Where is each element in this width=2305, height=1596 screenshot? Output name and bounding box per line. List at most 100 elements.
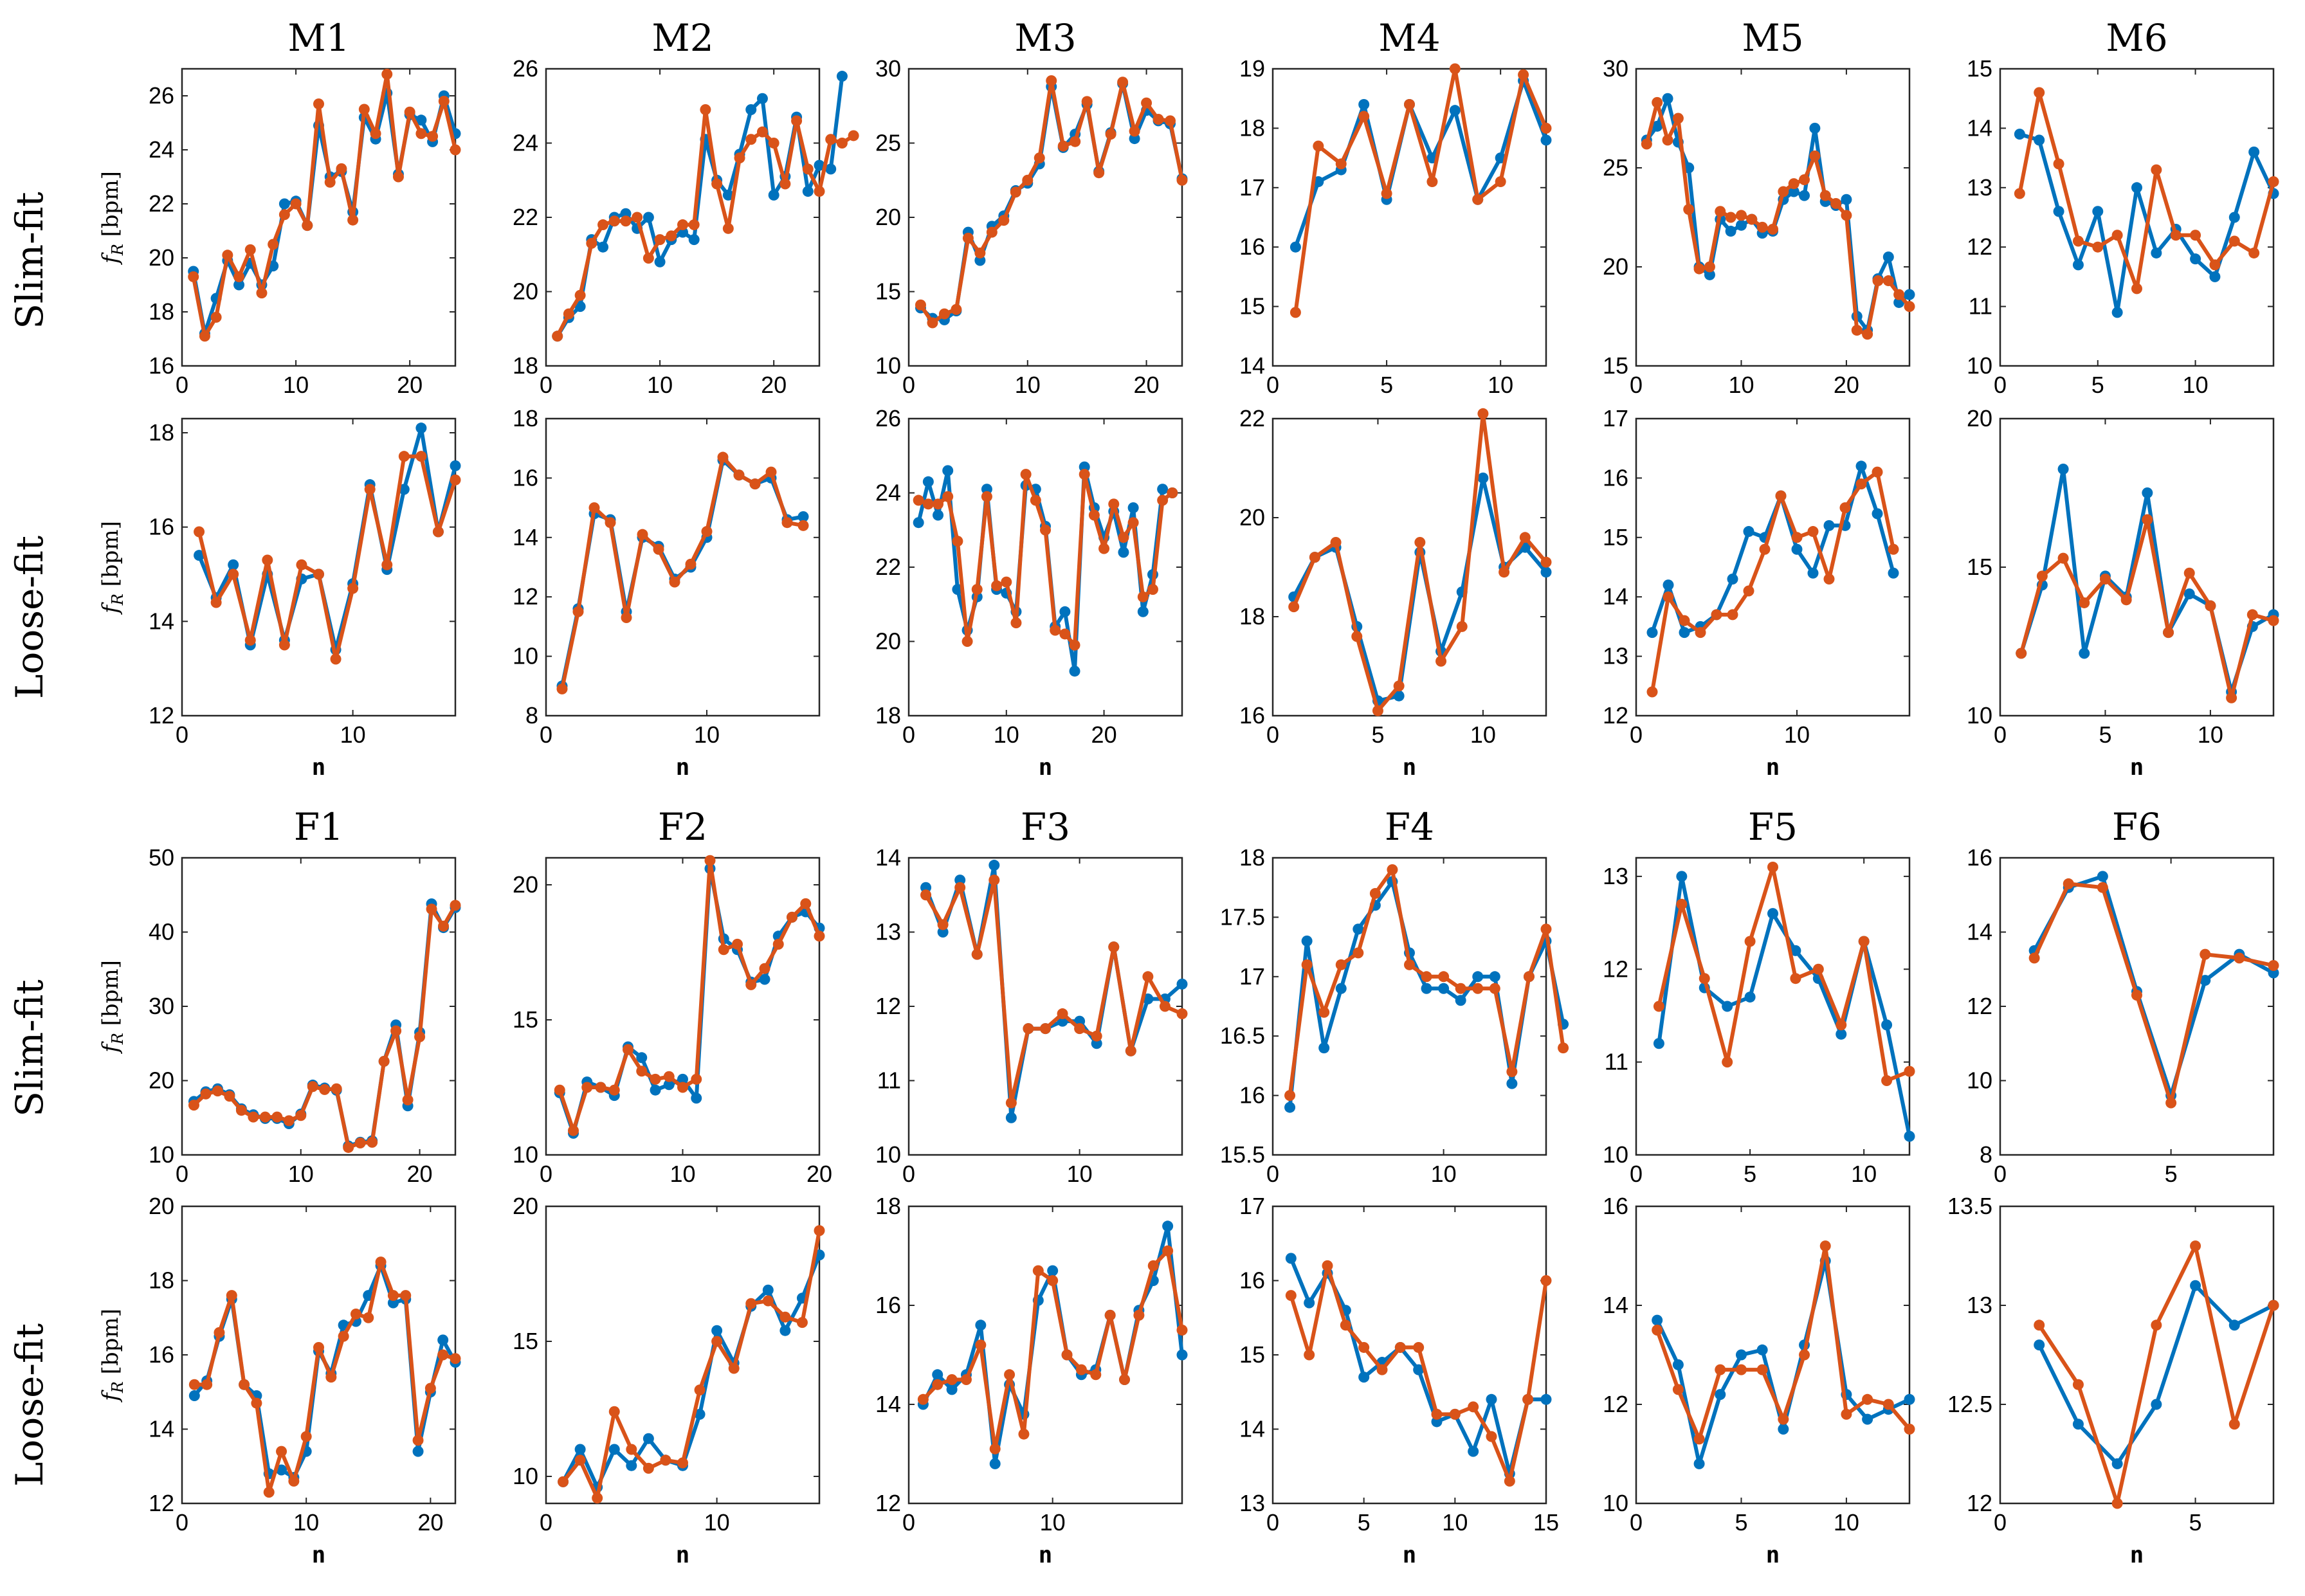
y-tick-label: 16 bbox=[149, 1341, 174, 1368]
data-point bbox=[768, 138, 779, 149]
data-point bbox=[1872, 508, 1883, 520]
data-point bbox=[1455, 983, 1466, 994]
panel-title: F6 bbox=[2112, 805, 2162, 849]
data-point bbox=[1836, 1019, 1847, 1031]
data-point bbox=[1506, 1078, 1518, 1089]
y-tick-label: 11 bbox=[1605, 1049, 1628, 1075]
data-point bbox=[1104, 1309, 1116, 1321]
data-point bbox=[759, 974, 770, 985]
series-line-2 bbox=[1650, 470, 1895, 694]
data-point bbox=[1904, 1393, 1915, 1405]
data-point bbox=[772, 938, 784, 950]
x-tick-label: 10 bbox=[340, 721, 366, 748]
data-point bbox=[1841, 210, 1852, 221]
panel-title: M1 bbox=[287, 16, 349, 60]
data-point bbox=[1652, 1314, 1663, 1326]
data-point bbox=[2034, 87, 2045, 98]
data-point bbox=[1438, 971, 1450, 983]
data-point bbox=[558, 1476, 569, 1487]
data-point bbox=[2248, 247, 2260, 258]
data-point bbox=[228, 559, 239, 570]
y-tick-label: 19 bbox=[1239, 55, 1265, 82]
data-point bbox=[1449, 1408, 1461, 1420]
data-point bbox=[1127, 502, 1139, 514]
data-point bbox=[1652, 120, 1663, 132]
data-point bbox=[2151, 247, 2162, 258]
y-tick-label: 26 bbox=[513, 55, 538, 82]
x-tick-label: 10 bbox=[1431, 1161, 1457, 1187]
data-point bbox=[1683, 204, 1695, 215]
data-point bbox=[1309, 552, 1320, 563]
data-point bbox=[1743, 526, 1754, 538]
data-point bbox=[800, 898, 812, 909]
panel-r2-c4: 0 5 10 16 18 20 22 n bbox=[1239, 405, 1552, 781]
data-point bbox=[1858, 936, 1870, 947]
data-point bbox=[2268, 959, 2279, 971]
plot-frame bbox=[1635, 417, 1911, 717]
data-point bbox=[1127, 517, 1139, 529]
y-tick-label: 10 bbox=[513, 643, 538, 669]
x-tick-label: 5 bbox=[1358, 1509, 1371, 1536]
x-tick-label: 0 bbox=[1630, 372, 1643, 398]
x-axis-label: n bbox=[1403, 754, 1417, 781]
data-point bbox=[1506, 1066, 1518, 1078]
data-point bbox=[2228, 1319, 2240, 1331]
data-point bbox=[1435, 655, 1447, 667]
y-tick-label: 17 bbox=[1239, 963, 1265, 990]
data-point bbox=[364, 484, 376, 495]
y-tick-label: 20 bbox=[149, 1193, 174, 1219]
x-tick-label: 0 bbox=[1266, 1509, 1279, 1536]
data-point bbox=[1088, 509, 1100, 521]
x-axis-label: n bbox=[1766, 1542, 1780, 1568]
panel-r4-c6: 0 5 12 12.5 13 13.5 n bbox=[1947, 1193, 2279, 1568]
data-point bbox=[1081, 96, 1093, 107]
data-point bbox=[1125, 1045, 1136, 1056]
data-point bbox=[2079, 648, 2090, 659]
data-point bbox=[642, 212, 654, 223]
data-point bbox=[381, 68, 393, 80]
data-point bbox=[325, 1372, 337, 1383]
data-point bbox=[1142, 971, 1154, 983]
data-point bbox=[1888, 567, 1899, 579]
x-tick-label: 10 bbox=[1728, 372, 1754, 398]
data-point bbox=[1672, 1359, 1684, 1370]
x-tick-label: 5 bbox=[2165, 1161, 2178, 1187]
data-point bbox=[663, 1079, 675, 1091]
data-point bbox=[954, 882, 966, 893]
x-tick-label: 0 bbox=[902, 1509, 915, 1536]
data-point bbox=[989, 875, 1000, 886]
data-point bbox=[1162, 1220, 1174, 1232]
y-tick-label: 20 bbox=[513, 278, 538, 305]
data-point bbox=[271, 1111, 283, 1123]
x-tick-label: 20 bbox=[407, 1161, 433, 1187]
y-tick-label: 15 bbox=[1603, 524, 1628, 550]
data-point bbox=[1746, 213, 1758, 225]
data-point bbox=[1523, 971, 1535, 983]
data-point bbox=[259, 1111, 271, 1123]
data-point bbox=[1438, 983, 1450, 994]
data-point bbox=[214, 1327, 225, 1338]
data-point bbox=[1756, 1364, 1768, 1375]
data-point bbox=[1744, 992, 1756, 1003]
data-point bbox=[1540, 556, 1552, 568]
data-point bbox=[1030, 494, 1041, 506]
data-point bbox=[796, 1317, 808, 1328]
data-point bbox=[278, 639, 290, 651]
data-point bbox=[2057, 552, 2069, 564]
data-point bbox=[1756, 1344, 1768, 1356]
data-point bbox=[2209, 259, 2221, 271]
data-point bbox=[1711, 609, 1722, 621]
x-tick-label: 20 bbox=[1134, 372, 1160, 398]
data-point bbox=[1358, 98, 1370, 110]
data-point bbox=[1830, 197, 1842, 209]
data-point bbox=[1839, 502, 1851, 514]
y-tick-label: 16 bbox=[1239, 1082, 1265, 1109]
data-point bbox=[1040, 1023, 1051, 1035]
y-tick-label: 12 bbox=[1603, 956, 1628, 982]
data-point bbox=[1778, 1424, 1789, 1435]
data-point bbox=[1518, 69, 1529, 80]
data-point bbox=[1353, 947, 1364, 959]
data-point bbox=[1735, 210, 1747, 221]
data-point bbox=[2072, 1419, 2084, 1430]
data-point bbox=[791, 115, 803, 127]
